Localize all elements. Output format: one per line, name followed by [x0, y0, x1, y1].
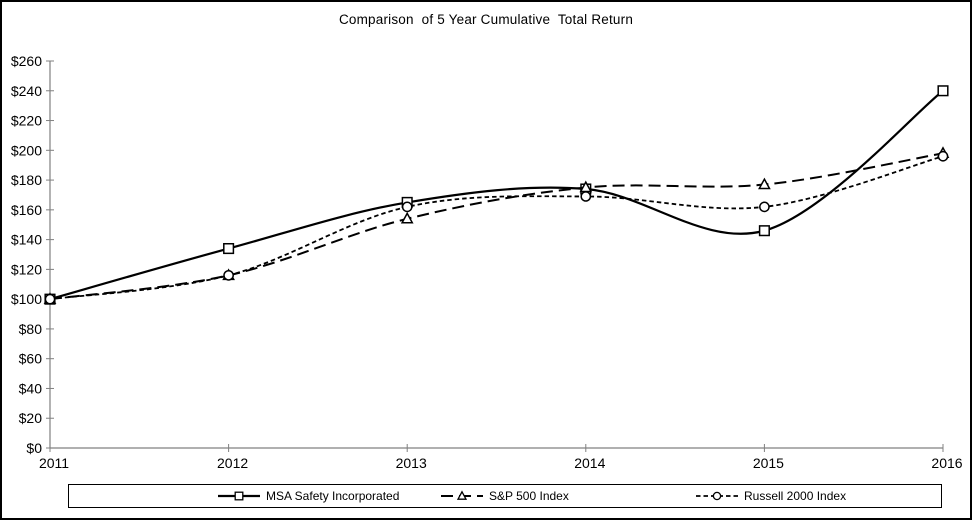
x-tick-label: 2015: [753, 455, 784, 471]
series-line-2: [49, 155, 944, 301]
square-marker-icon: [234, 491, 244, 501]
y-tick-label: $20: [19, 410, 43, 426]
circle-marker-icon: [223, 269, 234, 281]
legend-swatch-dash-triangle-icon: [441, 490, 483, 500]
circle-marker-icon: [44, 293, 56, 305]
y-tick-label: $60: [19, 351, 43, 367]
square-marker-icon: [758, 225, 770, 237]
triangle-marker-icon: [758, 177, 771, 190]
legend: MSA Safety Incorporated S&P 500 Index Ru…: [68, 484, 942, 508]
legend-swatch-solid-square-icon: [218, 491, 260, 501]
triangle-marker-icon: [400, 211, 414, 224]
legend-swatch-dot-circle-icon: [696, 491, 738, 501]
y-tick-label: $0: [26, 440, 42, 456]
x-tick-label: 2012: [217, 455, 248, 471]
legend-label: Russell 2000 Index: [744, 489, 847, 503]
circle-marker-icon: [580, 191, 592, 202]
y-tick-label: $200: [11, 142, 42, 158]
triangle-marker-icon: [456, 490, 468, 500]
series-2: [44, 150, 949, 305]
square-marker-icon: [937, 85, 949, 97]
y-tick-label: $100: [11, 291, 42, 307]
square-marker-icon: [223, 242, 235, 255]
legend-item-sp500: S&P 500 Index: [440, 485, 569, 507]
y-tick-label: $140: [11, 232, 42, 248]
legend-item-msa-safety: MSA Safety Incorporated: [217, 485, 399, 507]
y-tick-label: $240: [11, 83, 42, 99]
x-tick-label: 2014: [574, 455, 605, 471]
legend-label: S&P 500 Index: [489, 489, 569, 503]
x-tick-label: 2011: [39, 455, 69, 471]
y-tick-label: $180: [11, 172, 42, 188]
series-0: [44, 85, 949, 305]
y-tick-label: $220: [11, 113, 42, 129]
legend-item-russell2000: Russell 2000 Index: [695, 485, 846, 507]
y-tick-label: $260: [11, 53, 42, 69]
series-line-0: [49, 89, 944, 301]
y-tick-label: $40: [19, 380, 43, 396]
y-tick-label: $80: [19, 321, 43, 337]
x-tick-label: 2016: [931, 455, 962, 471]
x-tick-label: 2013: [396, 455, 427, 471]
circle-marker-icon: [759, 201, 770, 213]
series-line-1: [49, 152, 944, 301]
circle-marker-icon: [401, 201, 413, 213]
y-tick-label: $120: [11, 261, 42, 277]
legend-label: MSA Safety Incorporated: [266, 489, 400, 503]
series-1: [43, 146, 950, 304]
y-tick-label: $160: [11, 202, 42, 218]
chart-title: Comparison of 5 Year Cumulative Total Re…: [338, 12, 634, 27]
circle-marker-icon: [937, 150, 949, 162]
circle-marker-icon: [712, 491, 722, 501]
